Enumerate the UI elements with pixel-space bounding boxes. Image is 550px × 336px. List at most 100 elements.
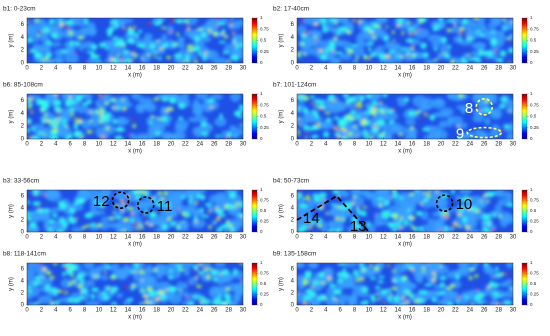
heatmap-blob xyxy=(365,193,377,200)
heatmap-blob xyxy=(337,271,342,278)
x-tick-label: 12 xyxy=(110,308,117,314)
heatmap-blob xyxy=(27,301,35,305)
heatmap-blob xyxy=(228,224,233,228)
heatmap-blob xyxy=(333,289,342,296)
x-tick-label: 2 xyxy=(40,66,44,72)
heatmap-blob xyxy=(307,291,317,297)
heatmap-blob xyxy=(214,263,226,268)
heatmap-blob xyxy=(462,216,468,223)
heatmap-blob xyxy=(59,218,65,224)
heatmap-blob xyxy=(381,209,390,217)
heatmap-blob xyxy=(499,50,507,57)
heatmap-blob xyxy=(98,94,101,96)
heatmap-blob xyxy=(236,43,243,47)
heatmap-blob xyxy=(335,51,343,55)
heatmap-blob xyxy=(320,281,326,285)
heatmap-blob xyxy=(85,224,90,227)
heatmap-blob xyxy=(331,100,337,102)
heatmap-blob xyxy=(65,135,72,139)
heatmap-blob xyxy=(166,25,175,36)
heatmap-blob xyxy=(189,195,193,199)
heatmap-blob xyxy=(96,190,112,199)
heatmap-blob xyxy=(483,264,493,275)
heatmap-blob xyxy=(399,216,404,220)
heatmap-blob xyxy=(209,106,214,108)
heatmap-blob xyxy=(147,214,157,218)
heatmap-blob xyxy=(134,222,139,226)
heatmap-blob xyxy=(60,49,69,53)
heatmap-blob xyxy=(50,24,63,34)
heatmap-blob xyxy=(91,131,93,133)
heatmap-blob xyxy=(297,131,301,136)
heatmap-blob xyxy=(398,18,403,25)
colorbar-tick-label: 0.75 xyxy=(530,102,539,107)
heatmap-blob xyxy=(378,119,384,125)
y-tick-label: 0 xyxy=(21,230,25,236)
heatmap-blob xyxy=(94,108,99,115)
x-axis-label: x (m) xyxy=(128,73,142,79)
heatmap-blob xyxy=(476,301,483,305)
x-tick-label: 26 xyxy=(481,142,488,148)
heatmap-blob xyxy=(310,46,324,57)
heatmap-blob xyxy=(48,18,55,25)
heatmap-blob xyxy=(177,291,191,297)
x-tick-label: 14 xyxy=(394,308,401,314)
x-tick-label: 12 xyxy=(380,142,387,148)
panel-title: b8: 118-141cm xyxy=(3,251,46,258)
heatmap-blob xyxy=(328,228,335,232)
heatmap-blob xyxy=(462,59,468,63)
heatmap-blob xyxy=(72,297,81,304)
x-tick-label: 4 xyxy=(324,235,328,241)
x-tick-label: 22 xyxy=(182,66,189,72)
heatmap-blob xyxy=(297,106,302,111)
x-tick-label: 24 xyxy=(196,235,203,241)
heatmap-blob xyxy=(96,109,99,112)
heatmap-blob xyxy=(449,284,456,288)
heatmap-blob xyxy=(43,27,50,34)
heatmap-blob xyxy=(222,303,226,305)
heatmap-blob xyxy=(140,227,145,230)
heatmap-blob xyxy=(298,43,304,46)
panel-title: b4: 50-73cm xyxy=(273,178,309,185)
heatmap-blob xyxy=(308,127,313,132)
heatmap-blob xyxy=(54,293,58,297)
heatmap-blob xyxy=(493,18,502,26)
heatmap-blob xyxy=(363,128,367,135)
heatmap-blob xyxy=(375,298,381,301)
heatmap-blob xyxy=(300,20,304,23)
x-tick-label: 16 xyxy=(139,66,146,72)
heatmap-blob xyxy=(182,263,195,268)
heatmap-blob xyxy=(168,275,174,280)
x-tick-label: 24 xyxy=(196,142,203,148)
annotation-circle xyxy=(137,196,155,214)
heatmap-blob xyxy=(64,53,79,63)
heatmap-blob xyxy=(465,53,471,56)
heatmap-blob xyxy=(311,136,315,139)
y-axis-label: y (m) xyxy=(9,110,15,124)
heatmap-blob xyxy=(27,105,32,109)
heatmap-blob xyxy=(367,47,372,52)
heatmap-blob xyxy=(433,111,450,118)
heatmap-blob xyxy=(297,25,307,35)
heatmap-blob xyxy=(112,211,125,217)
heatmap-blob xyxy=(39,263,42,265)
heatmap-blob xyxy=(359,291,370,298)
heatmap-blob xyxy=(418,197,435,209)
heatmap-blob xyxy=(39,99,46,106)
heatmap-blob xyxy=(196,263,200,265)
heatmap-blob xyxy=(54,55,64,63)
heatmap-blob xyxy=(456,226,463,228)
heatmap-blob xyxy=(390,228,399,232)
heatmap-blob xyxy=(311,124,317,131)
x-tick-label: 18 xyxy=(423,142,430,148)
heatmap-blob xyxy=(491,282,500,289)
heatmap-blob xyxy=(178,102,186,110)
heatmap-blob xyxy=(466,226,471,229)
heatmap-blob xyxy=(471,41,487,50)
heatmap-blob xyxy=(159,290,164,295)
heatmap-blob xyxy=(235,202,239,206)
heatmap-blob xyxy=(363,133,370,138)
heatmap-blob xyxy=(27,38,33,43)
heatmap-blob xyxy=(27,200,31,205)
x-tick-label: 14 xyxy=(394,142,401,148)
